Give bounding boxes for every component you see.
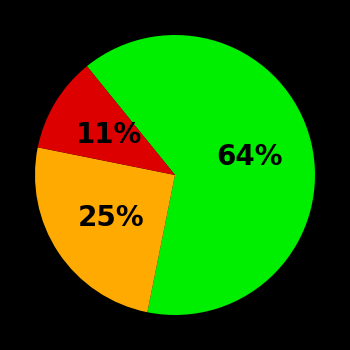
Text: 11%: 11% (76, 121, 142, 149)
Wedge shape (38, 66, 175, 175)
Wedge shape (87, 35, 315, 315)
Wedge shape (35, 147, 175, 312)
Text: 25%: 25% (78, 204, 144, 232)
Text: 64%: 64% (217, 143, 283, 171)
